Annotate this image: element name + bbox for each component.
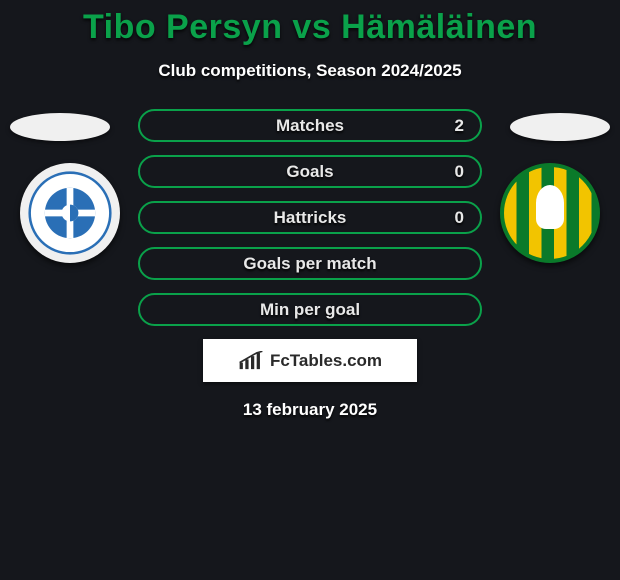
- stat-label: Goals per match: [243, 254, 376, 274]
- stat-row: Hattricks 0: [138, 201, 482, 234]
- ado-den-haag-icon: [500, 163, 600, 263]
- page-title: Tibo Persyn vs Hämäläinen: [0, 0, 620, 47]
- subtitle: Club competitions, Season 2024/2025: [0, 61, 620, 81]
- stat-label: Min per goal: [260, 300, 360, 320]
- stat-row: Matches 2: [138, 109, 482, 142]
- stat-row: Goals 0: [138, 155, 482, 188]
- brand-label: FcTables.com: [270, 351, 382, 371]
- comparison-panel: Matches 2 Goals 0 Hattricks 0 Goals per …: [0, 109, 620, 420]
- stat-value: 0: [455, 208, 464, 228]
- stat-label: Goals: [286, 162, 333, 182]
- brand-box: FcTables.com: [203, 339, 417, 382]
- stat-label: Hattricks: [274, 208, 347, 228]
- left-team-badge: [20, 163, 120, 263]
- stat-label: Matches: [276, 116, 344, 136]
- left-player-ellipse: [10, 113, 110, 141]
- right-player-ellipse: [510, 113, 610, 141]
- date-label: 13 february 2025: [0, 400, 620, 420]
- stat-value: 0: [455, 162, 464, 182]
- stat-row: Goals per match: [138, 247, 482, 280]
- right-team-badge: [500, 163, 600, 263]
- bar-chart-icon: [238, 351, 264, 371]
- fc-eindhoven-icon: [28, 171, 112, 255]
- stat-row: Min per goal: [138, 293, 482, 326]
- stat-value: 2: [455, 116, 464, 136]
- stat-rows: Matches 2 Goals 0 Hattricks 0 Goals per …: [138, 109, 482, 326]
